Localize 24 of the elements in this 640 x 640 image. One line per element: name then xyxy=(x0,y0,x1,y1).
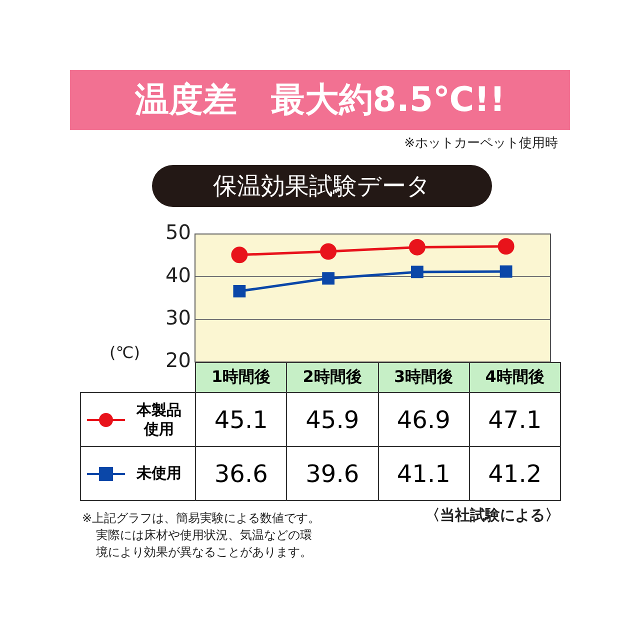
y-axis-title: (℃) xyxy=(110,343,140,362)
data-label: 41.1 xyxy=(378,446,470,500)
x-tick-label: 1時間後 xyxy=(196,362,287,392)
legend-label: 本製品使用 xyxy=(135,400,182,438)
y-tick-label: 30 xyxy=(166,306,191,330)
data-label: 45.1 xyxy=(196,392,287,446)
data-label: 47.1 xyxy=(469,392,560,446)
data-label: 39.6 xyxy=(286,446,378,500)
text: 〈当社試験による〉 xyxy=(425,506,560,525)
text: 保温効果試験データ xyxy=(152,165,492,207)
data-label: 41.2 xyxy=(469,446,560,500)
x-tick-label: 2時間後 xyxy=(286,362,378,392)
text: ※上記グラフは、簡易実験による数値です。実際には床材や使用状況、気温などの環境により効果が異なることがあります。 xyxy=(82,510,322,561)
data-label: 45.9 xyxy=(286,392,378,446)
y-tick-label: 40 xyxy=(166,262,191,287)
y-tick-label: 50 xyxy=(166,220,191,244)
data-label: 46.9 xyxy=(378,392,470,446)
chart-subtitle: ※ホットカーペット使用時 xyxy=(404,135,558,152)
x-tick-label: 4時間後 xyxy=(469,362,560,392)
x-tick-label: 3時間後 xyxy=(378,362,470,392)
data-label: 36.6 xyxy=(196,446,287,500)
legend-label: 未使用 xyxy=(135,464,182,483)
chart-title: 温度差 最大約8.5℃!! xyxy=(70,70,570,130)
y-tick-label: 20 xyxy=(166,348,191,372)
